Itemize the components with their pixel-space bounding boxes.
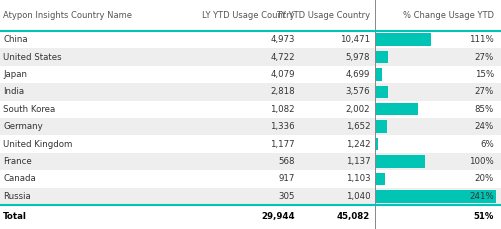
Bar	[0, 118, 501, 135]
Text: 4,722: 4,722	[271, 52, 295, 62]
Text: India: India	[3, 87, 24, 96]
Text: 6%: 6%	[480, 139, 494, 149]
Text: 4,699: 4,699	[346, 70, 370, 79]
Text: 305: 305	[279, 192, 295, 201]
Bar	[0, 188, 501, 205]
Bar	[0, 135, 501, 153]
Text: France: France	[3, 157, 32, 166]
Text: 3,576: 3,576	[346, 87, 370, 96]
Text: Atypon Insights Country Name: Atypon Insights Country Name	[3, 11, 132, 20]
Text: % Change Usage YTD: % Change Usage YTD	[403, 11, 494, 20]
Text: 45,082: 45,082	[337, 213, 370, 221]
Text: 1,242: 1,242	[346, 139, 370, 149]
Text: 27%: 27%	[475, 52, 494, 62]
Text: 15%: 15%	[475, 70, 494, 79]
Text: 2,818: 2,818	[271, 87, 295, 96]
Text: 10,471: 10,471	[340, 35, 370, 44]
Bar	[0, 83, 501, 101]
Text: 568: 568	[279, 157, 295, 166]
Bar	[375, 173, 385, 185]
Text: 1,336: 1,336	[271, 122, 295, 131]
Bar	[375, 190, 496, 202]
Text: Germany: Germany	[3, 122, 43, 131]
Text: 111%: 111%	[469, 35, 494, 44]
Text: 1,103: 1,103	[346, 174, 370, 183]
Bar	[0, 48, 501, 66]
Bar	[0, 153, 501, 170]
Text: 1,137: 1,137	[346, 157, 370, 166]
Bar	[375, 51, 388, 63]
Text: 917: 917	[279, 174, 295, 183]
Bar	[0, 101, 501, 118]
Text: Japan: Japan	[3, 70, 27, 79]
Text: 29,944: 29,944	[262, 213, 295, 221]
Text: 4,973: 4,973	[271, 35, 295, 44]
Text: 20%: 20%	[475, 174, 494, 183]
Bar	[375, 120, 387, 133]
Bar	[0, 66, 501, 83]
Text: 4,079: 4,079	[271, 70, 295, 79]
Text: 5,978: 5,978	[346, 52, 370, 62]
Text: United States: United States	[3, 52, 62, 62]
Text: 1,082: 1,082	[271, 105, 295, 114]
Text: 24%: 24%	[475, 122, 494, 131]
Bar	[375, 138, 378, 150]
Text: 85%: 85%	[475, 105, 494, 114]
Bar	[0, 31, 501, 48]
Text: Russia: Russia	[3, 192, 31, 201]
Bar	[0, 170, 501, 188]
Text: 51%: 51%	[473, 213, 494, 221]
Bar	[375, 86, 388, 98]
Bar	[0, 205, 501, 229]
Text: United Kingdom: United Kingdom	[3, 139, 72, 149]
Bar	[375, 155, 425, 168]
Bar	[375, 68, 382, 81]
Text: Canada: Canada	[3, 174, 36, 183]
Text: LY YTD Usage Country: LY YTD Usage Country	[202, 11, 295, 20]
Bar	[375, 103, 417, 115]
Text: TY YTD Usage Country: TY YTD Usage Country	[276, 11, 370, 20]
Text: South Korea: South Korea	[3, 105, 55, 114]
Bar	[0, 0, 501, 31]
Text: China: China	[3, 35, 28, 44]
Text: 241%: 241%	[469, 192, 494, 201]
Text: 2,002: 2,002	[346, 105, 370, 114]
Text: 1,040: 1,040	[346, 192, 370, 201]
Text: 27%: 27%	[475, 87, 494, 96]
Text: 100%: 100%	[469, 157, 494, 166]
Text: Total: Total	[3, 213, 27, 221]
Text: 1,652: 1,652	[346, 122, 370, 131]
Bar	[375, 33, 430, 46]
Text: 1,177: 1,177	[271, 139, 295, 149]
